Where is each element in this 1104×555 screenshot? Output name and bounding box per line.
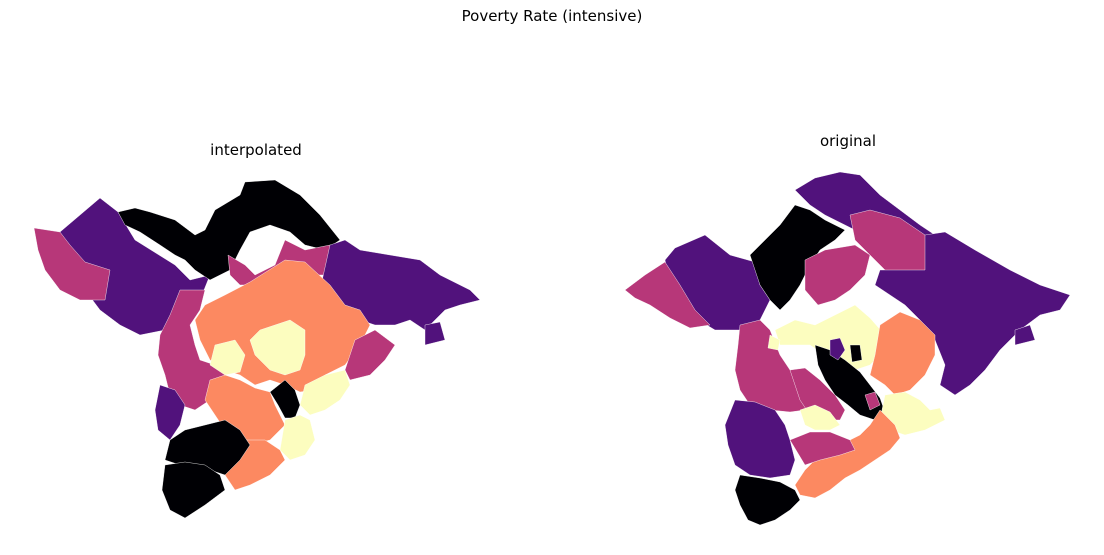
region	[299, 369, 351, 416]
region	[344, 329, 396, 381]
region	[269, 379, 301, 419]
region	[799, 404, 841, 431]
map-original	[624, 171, 1071, 526]
region	[849, 344, 863, 363]
region	[424, 321, 446, 346]
region	[209, 339, 246, 376]
region	[279, 414, 316, 461]
region	[874, 231, 1071, 396]
region	[161, 461, 226, 519]
region	[249, 319, 306, 376]
figure-title: Poverty Rate (intensive)	[461, 7, 643, 25]
region	[724, 399, 796, 479]
region	[789, 431, 856, 466]
region	[33, 227, 111, 301]
region	[1014, 324, 1036, 346]
region	[804, 244, 871, 306]
region	[624, 261, 711, 329]
region	[869, 311, 936, 396]
region	[767, 334, 781, 351]
panel-title-original: original	[819, 132, 877, 150]
region	[789, 367, 846, 421]
region	[864, 391, 881, 411]
region	[154, 384, 186, 441]
map-interpolated	[33, 179, 481, 519]
panel-title-interpolated: interpolated	[210, 141, 302, 159]
region	[749, 204, 846, 311]
region	[829, 337, 846, 361]
region	[734, 474, 801, 526]
region	[117, 179, 341, 281]
